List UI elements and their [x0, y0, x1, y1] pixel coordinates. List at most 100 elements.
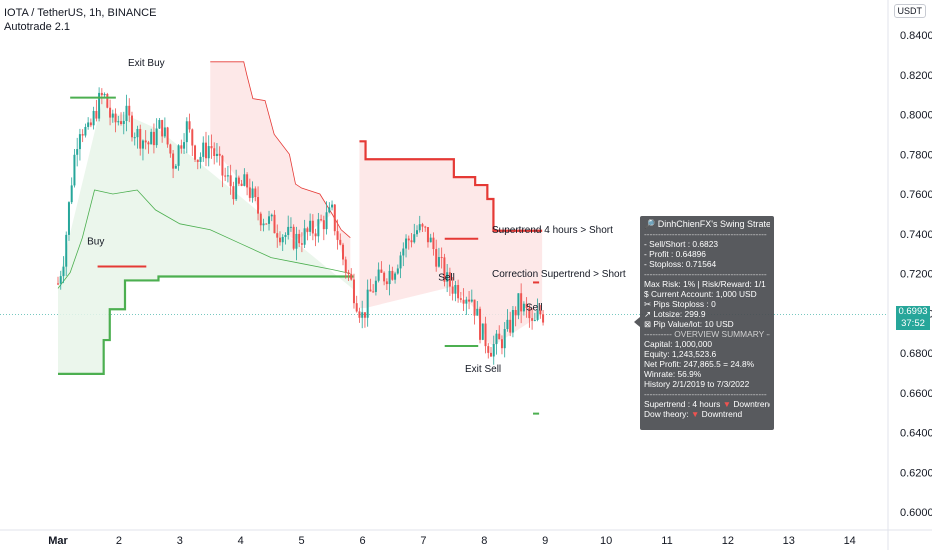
x-tick-label: 11: [661, 535, 672, 547]
candle-body: [331, 204, 334, 208]
y-tick-label: 0.7200: [900, 269, 932, 281]
time-axis[interactable]: Mar 2 3 4 5 6 7 8 9 10 11 12 13 14: [48, 535, 856, 547]
candle-body: [405, 238, 408, 249]
candle-body: [454, 285, 457, 294]
chart-header: IOTA / TetherUS, 1h, BINANCE Autotrade 2…: [4, 6, 156, 34]
net-profit-row: Net Profit: 247,865.5 = 24.8%: [644, 359, 755, 369]
y-tick-label: 0.7800: [900, 149, 932, 161]
candle-body: [468, 299, 471, 302]
candle-body: [446, 272, 449, 282]
candle-body: [473, 299, 476, 316]
candle-body: [229, 175, 232, 187]
candle-body: [514, 310, 517, 316]
candle-body: [391, 270, 394, 280]
symbol-title[interactable]: IOTA / TetherUS, 1h, BINANCE: [4, 7, 157, 19]
candle-body: [106, 93, 109, 108]
candle-body: [462, 299, 465, 304]
candle-body: [289, 226, 292, 228]
candle-body: [495, 333, 498, 345]
y-tick-label: 0.7400: [900, 229, 932, 241]
candle-body: [309, 220, 312, 232]
sell-short-row: - Sell/Short : 0.6823: [644, 239, 719, 249]
candle-body: [273, 214, 276, 234]
winrate-row: Winrate: 56.9%: [644, 369, 702, 379]
candle-body: [265, 223, 268, 225]
currency-button[interactable]: USDT: [893, 4, 926, 18]
correction-up-line: [57, 189, 351, 289]
x-tick-label: 3: [177, 535, 183, 547]
candle-body: [533, 319, 536, 321]
price-axis[interactable]: 0.8400 0.8200 0.8000 0.7800 0.7600 0.7400 0.72…: [900, 30, 932, 519]
max-risk-row: Max Risk: 1% | Risk/Reward: 1/1: [644, 279, 766, 289]
candle-body: [183, 142, 186, 149]
candle-body: [350, 273, 353, 280]
candle-body: [539, 310, 542, 315]
candle-body: [509, 319, 512, 333]
candle-body: [188, 121, 191, 130]
candle-body: [437, 257, 440, 267]
bar-countdown: 37:52: [901, 318, 925, 329]
trade-markers: [70, 96, 540, 415]
candle-body: [240, 183, 243, 186]
candle-body: [103, 93, 106, 96]
trade-annotations: Exit Buy Buy Sell Exit Sell Sell: [87, 58, 542, 375]
indicator-title[interactable]: Autotrade 2.1: [4, 21, 71, 33]
candle-body: [380, 269, 383, 273]
correction-down-fill: [210, 61, 351, 281]
magnifier-icon: 🔎: [644, 219, 656, 229]
stoploss-row: - Stoploss: 0.71564: [644, 259, 717, 269]
candle-body: [276, 233, 279, 238]
candle-body: [114, 113, 117, 123]
candle-body: [498, 333, 501, 340]
candle-body: [262, 223, 265, 226]
supertrend-4h-down-line: [359, 140, 543, 232]
panel-title: 🔎 DinhChienFX's Swing Strategy: [644, 219, 770, 229]
candle-body: [536, 310, 539, 320]
candle-body: [292, 226, 295, 249]
candle-body: [377, 269, 380, 281]
candle-body: [284, 234, 287, 237]
x-tick-label: 8: [481, 535, 487, 547]
candle-body: [130, 115, 133, 138]
candle-body: [465, 299, 468, 304]
down-triangle-icon: ▼: [722, 399, 731, 409]
candle-body: [158, 120, 161, 129]
y-tick-label: 0.7600: [900, 189, 932, 201]
candle-body: [344, 259, 347, 273]
candle-body: [111, 113, 114, 118]
candle-body: [492, 344, 495, 357]
annotation-label: Buy: [87, 237, 104, 248]
current-account-row: $ Current Account: 1,000 USD: [644, 289, 757, 299]
y-tick-label: 0.6200: [900, 467, 932, 479]
candle-body: [76, 149, 79, 155]
candle-body: [169, 144, 172, 154]
candle-body: [81, 134, 84, 136]
candle-body: [89, 122, 92, 126]
candle-body: [443, 257, 446, 282]
supertrend-down-fill: [359, 141, 543, 346]
candle-body: [210, 146, 213, 149]
candle-body: [322, 220, 325, 230]
candle-body: [70, 185, 73, 203]
y-tick-label: 0.6600: [900, 388, 932, 400]
candle-body: [221, 155, 224, 176]
candle-body: [147, 142, 150, 145]
x-tick-label: 12: [722, 535, 734, 547]
correction-supertrend-label: Correction Supertrend > Short: [492, 269, 626, 280]
candle-body: [306, 228, 309, 232]
candle-body: [352, 279, 355, 304]
candle-body: [218, 153, 221, 156]
candle-body: [470, 299, 473, 302]
candle-body: [517, 293, 520, 316]
x-tick-label: Mar: [48, 535, 68, 547]
candle-body: [92, 110, 95, 126]
candle-body: [84, 126, 87, 136]
candle-body: [215, 153, 218, 157]
pips-stoploss-row: ✂ Pips Stoploss : 0: [644, 299, 716, 309]
candle-body: [57, 283, 59, 285]
candle-body: [459, 298, 462, 300]
candle-body: [287, 226, 290, 235]
candle-body: [372, 291, 375, 293]
supertrend-4h-up-line: [58, 275, 354, 375]
